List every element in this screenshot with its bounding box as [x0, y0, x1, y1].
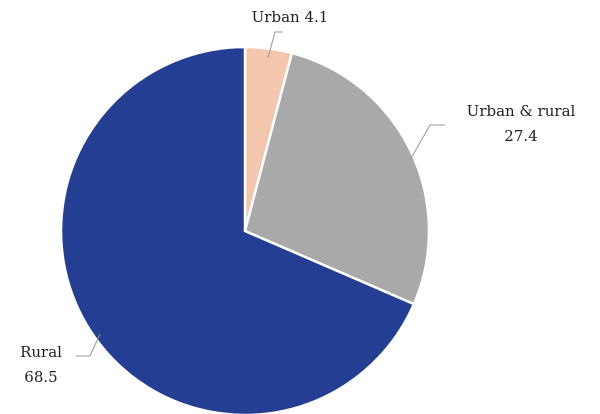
category-label: Rural — [20, 343, 62, 361]
data-label: Urban 4.1 — [252, 8, 329, 26]
pie-slice — [59, 45, 416, 414]
value-label: 27.4 — [504, 127, 537, 145]
pie-slice — [243, 51, 431, 306]
leader-line — [267, 31, 283, 59]
value-label: 4.1 — [304, 8, 328, 26]
category-label: Urban & rural — [467, 102, 576, 120]
leader-line — [409, 124, 445, 161]
category-label: Urban — [252, 8, 300, 26]
leader-line — [76, 333, 101, 357]
value-label: 68.5 — [24, 368, 57, 386]
pie — [59, 45, 431, 414]
